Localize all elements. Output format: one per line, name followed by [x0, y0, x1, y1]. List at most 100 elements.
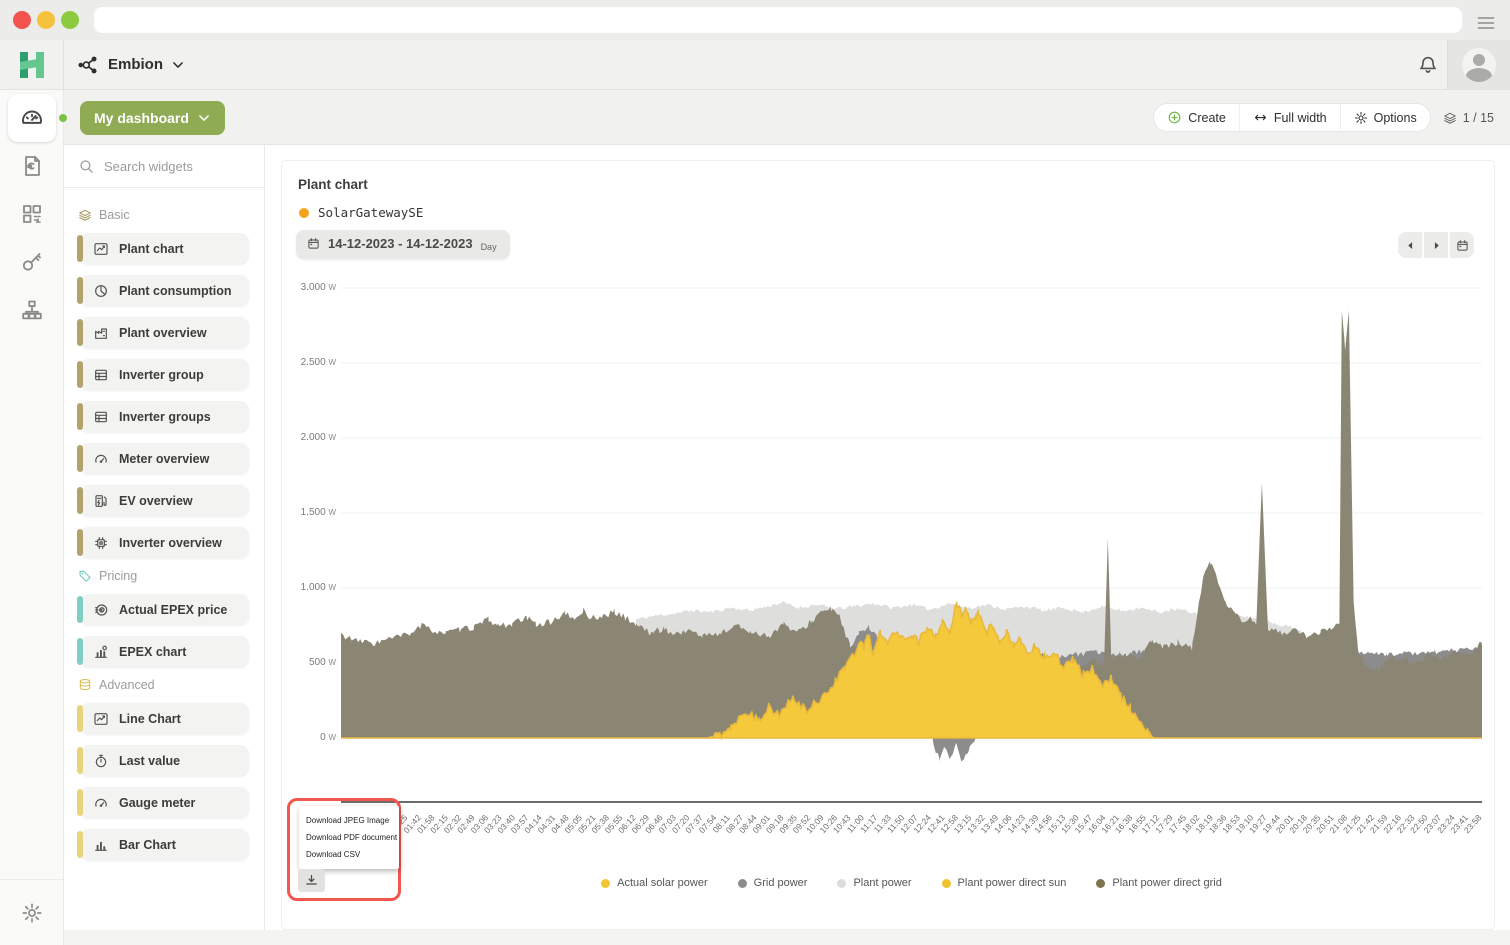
accent-bar [77, 747, 83, 774]
widget-item-label: EPEX chart [119, 644, 187, 659]
widget-item-gauge-meter[interactable]: Gauge meter [77, 787, 249, 818]
date-range-button[interactable]: 14-12-2023 - 14-12-2023 Day [296, 230, 510, 259]
tag-icon [78, 569, 92, 583]
app-logo[interactable] [0, 40, 64, 89]
dashboard-toolbar: My dashboard Create Full width Options 1… [64, 90, 1510, 145]
y-axis-label: 2.000 W [300, 432, 336, 443]
accent-bar [77, 487, 83, 514]
widget-item-last-value[interactable]: Last value [77, 745, 249, 776]
category-label: Advanced [99, 678, 155, 692]
plant-chart-widget: Plant chart SolarGatewaySE 14-12-2023 - … [281, 160, 1495, 930]
legend-label: Plant power direct sun [957, 877, 1067, 889]
widget-item-epex-chart[interactable]: EPEX chart [77, 636, 249, 667]
dashboard-icon [19, 105, 45, 131]
widget-item-line-chart[interactable]: Line Chart [77, 703, 249, 734]
user-menu[interactable] [1447, 40, 1510, 89]
notifications-bell-icon[interactable] [1416, 53, 1440, 77]
legend-label: Plant power direct grid [1112, 877, 1222, 889]
layers-icon [78, 208, 92, 222]
structure-icon [20, 298, 44, 322]
accent-bar [77, 235, 83, 262]
api-keys-nav-item[interactable] [8, 238, 56, 286]
full-width-button[interactable]: Full width [1238, 104, 1340, 131]
arrow-left-icon [1405, 240, 1416, 251]
options-label: Options [1373, 110, 1417, 125]
series-actual-solar-power [341, 600, 1482, 741]
arrow-right-icon [1431, 240, 1442, 251]
address-bar[interactable] [94, 7, 1462, 33]
widget-title: Plant chart [298, 177, 368, 192]
widget-item-inverter-overview[interactable]: Inverter overview [77, 527, 249, 558]
line-chart-icon [93, 711, 109, 727]
table-icon [93, 409, 109, 425]
legend-dot [837, 878, 847, 888]
options-button[interactable]: Options [1339, 104, 1430, 131]
chart-plot[interactable]: 00:0000:1700:3400:5101:0801:2501:4201:58… [341, 281, 1482, 871]
legend-item-plant-power[interactable]: Plant power [837, 877, 912, 889]
y-axis-label: 3.000 W [300, 282, 336, 293]
database-icon [78, 678, 92, 692]
category-label: Basic [99, 208, 130, 222]
widget-item-label: Inverter group [119, 367, 204, 382]
invoices-nav-item[interactable] [8, 142, 56, 190]
category-label: Pricing [99, 569, 138, 583]
accent-bar [77, 319, 83, 346]
settings-gear-icon [21, 902, 43, 924]
widget-item-actual-epex-price[interactable]: Actual EPEX price [77, 594, 249, 625]
category-header-basic: Basic [78, 208, 254, 222]
legend-item-plant-power-direct-grid[interactable]: Plant power direct grid [1096, 877, 1222, 889]
bars-icon [93, 837, 109, 853]
avatar [1462, 47, 1496, 82]
gauge-icon [93, 451, 109, 467]
widget-item-plant-consumption[interactable]: Plant consumption [77, 275, 249, 306]
window-close-button[interactable] [13, 11, 31, 29]
window-zoom-button[interactable] [61, 11, 79, 29]
widgets-nav-item[interactable] [8, 190, 56, 238]
organization-icon [78, 54, 100, 76]
download-menu-item[interactable]: Download CSV [306, 850, 361, 859]
arrows-horizontal-icon [1253, 110, 1268, 125]
previous-period-button[interactable] [1398, 232, 1422, 258]
widget-item-plant-overview[interactable]: Plant overview [77, 317, 249, 348]
organization-switcher[interactable]: Embion [78, 40, 185, 89]
structure-nav-item[interactable] [8, 286, 56, 334]
widget-item-ev-overview[interactable]: EV overview [77, 485, 249, 516]
accent-bar [77, 277, 83, 304]
legend-item-plant-power-direct-sun[interactable]: Plant power direct sun [941, 877, 1067, 889]
widget-panel: Basic Plant chart Plant consumption Plant o… [64, 145, 265, 930]
dashboard-page-indicator[interactable]: 1 / 15 [1443, 111, 1494, 125]
calendar-picker-button[interactable] [1450, 232, 1474, 258]
accent-bar [77, 529, 83, 556]
widget-item-label: Last value [119, 753, 181, 768]
window-minimize-button[interactable] [37, 11, 55, 29]
next-period-button[interactable] [1424, 232, 1448, 258]
search-input[interactable] [104, 158, 244, 174]
device-name: SolarGatewaySE [318, 205, 424, 220]
widget-search [64, 145, 264, 188]
download-button[interactable] [298, 869, 325, 892]
chart-legend: Actual solar power Grid power Plant power P… [341, 877, 1482, 889]
legend-item-actual-solar-power[interactable]: Actual solar power [601, 877, 708, 889]
plant-chart: 00:0000:1700:3400:5101:0801:2501:4201:58… [301, 281, 1482, 931]
download-menu-item[interactable]: Download JPEG Image [306, 816, 390, 825]
create-button[interactable]: Create [1154, 104, 1239, 131]
accent-bar [77, 403, 83, 430]
legend-dot [601, 878, 611, 888]
widget-item-meter-overview[interactable]: Meter overview [77, 443, 249, 474]
settings-nav-item[interactable] [0, 879, 63, 945]
download-menu-item[interactable]: Download PDF document [306, 833, 398, 842]
dashboard-selector-button[interactable]: My dashboard [80, 101, 225, 135]
gauge-icon [93, 795, 109, 811]
legend-item-grid-power[interactable]: Grid power [737, 877, 808, 889]
calendar-icon [1456, 239, 1469, 252]
browser-menu-icon[interactable] [1476, 13, 1496, 33]
chevron-down-icon [171, 58, 185, 72]
nav-rail [0, 90, 67, 945]
legend-label: Grid power [753, 877, 808, 889]
widget-item-inverter-group[interactable]: Inverter group [77, 359, 249, 390]
widget-item-inverter-groups[interactable]: Inverter groups [77, 401, 249, 432]
widget-item-bar-chart[interactable]: Bar Chart [77, 829, 249, 860]
widget-item-plant-chart[interactable]: Plant chart [77, 233, 249, 264]
dashboard-nav-item[interactable] [7, 94, 67, 142]
